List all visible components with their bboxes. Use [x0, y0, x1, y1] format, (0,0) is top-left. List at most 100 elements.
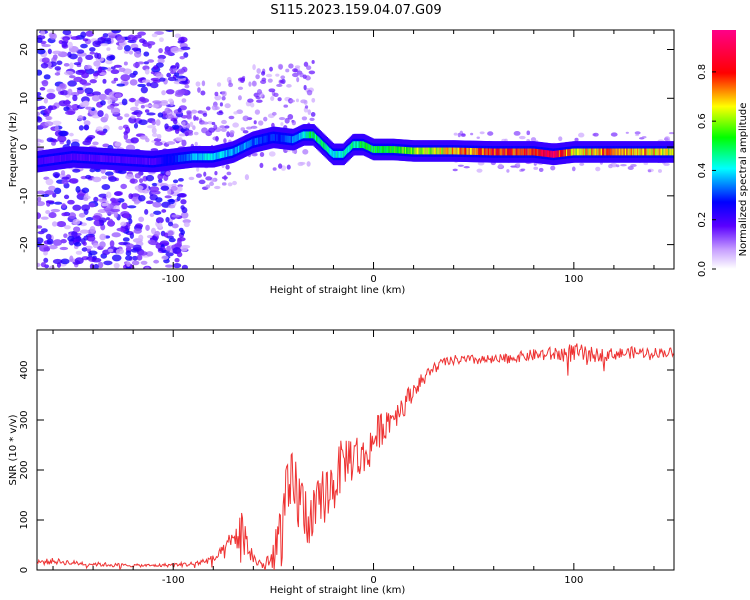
spectrogram-cell	[72, 94, 78, 102]
spectrogram-cell	[146, 112, 156, 116]
spectrogram-cell	[550, 150, 553, 158]
spectrogram-cell	[366, 143, 369, 150]
spectrogram-cell	[145, 200, 154, 205]
spectrogram-cell	[153, 259, 160, 264]
spectrogram-cell	[118, 67, 126, 73]
spectrogram-cell	[489, 148, 492, 156]
spectrogram-cell	[277, 134, 280, 142]
spectrogram-cell	[343, 149, 347, 157]
spectrogram-cell	[128, 98, 137, 103]
spectrogram-cell	[416, 147, 420, 155]
spectrogram-cell	[46, 92, 56, 100]
spectrogram-cell	[117, 45, 123, 51]
spectrogram-cell	[358, 141, 361, 149]
spectrogram-cell	[110, 155, 113, 163]
spectrogram-cell	[268, 88, 276, 93]
spectrogram-cell	[288, 135, 291, 143]
spectrogram-cell	[282, 135, 285, 142]
spectrogram-cell	[37, 92, 42, 97]
spectrogram-cell	[223, 174, 227, 181]
spectrogram-cell	[256, 89, 263, 95]
spectrogram-cell	[118, 125, 124, 131]
spectrogram-cell	[575, 148, 579, 156]
spectrogram-cell	[235, 146, 238, 154]
spectrogram-cell	[620, 148, 623, 156]
spectrogram-cell	[407, 147, 410, 154]
spectrogram-cell	[236, 146, 240, 154]
spectrogram-cell	[571, 166, 576, 172]
spectrogram-cell	[83, 197, 89, 202]
spectrogram-cell	[41, 79, 49, 87]
colorbar: 0.0 0.2 0.4 0.6 0.8 Normalized spectral ampl…	[697, 30, 749, 277]
spectrogram-cell	[456, 147, 460, 155]
spectrogram-cell	[85, 154, 88, 162]
spectrogram-cell	[520, 148, 523, 156]
spectrogram-cell	[390, 146, 393, 153]
spectrogram-cell	[476, 136, 480, 139]
spectrogram-cell	[64, 154, 68, 162]
spectrogram-cell	[168, 156, 171, 164]
spectrogram-cell	[84, 154, 87, 161]
spectrogram-cell	[413, 147, 416, 155]
spectrogram-cell	[37, 142, 41, 147]
spectrogram-cell	[574, 137, 579, 142]
spectrogram-cell	[111, 30, 121, 34]
spectrogram-cell	[257, 137, 260, 145]
spectrogram-cell	[192, 125, 196, 131]
spectrogram-cell	[344, 148, 348, 156]
spectrogram-cell	[146, 82, 152, 87]
spectrogram-cell	[97, 154, 100, 162]
y-tick-label: -10	[19, 188, 30, 204]
spectrogram-cell	[612, 148, 616, 156]
spectrogram-cell	[335, 150, 338, 158]
spectrogram-cell	[289, 135, 292, 143]
spectrogram-cell	[254, 109, 261, 115]
spectrogram-cell	[120, 183, 127, 190]
spectrogram-cell	[255, 74, 260, 80]
spectrogram-cell	[79, 153, 82, 161]
spectrogram-cell	[44, 121, 54, 127]
spectrogram-cell	[292, 68, 298, 73]
spectrogram-cell	[92, 40, 102, 48]
spectrogram-cell	[170, 185, 178, 192]
spectrogram-cell	[152, 201, 162, 208]
spectrogram-cell	[152, 79, 161, 83]
spectrogram-cell	[663, 148, 666, 156]
spectrogram-cell	[205, 176, 213, 181]
spectrogram-cell	[310, 131, 313, 139]
spectrogram-cell	[129, 79, 138, 86]
spectrogram-cell	[123, 133, 129, 140]
spectrogram-cell	[283, 104, 289, 108]
spectrogram-cell	[557, 150, 561, 158]
spectrogram-cell	[657, 169, 662, 173]
spectrogram-cell	[201, 153, 205, 161]
spectrogram-cell	[102, 78, 107, 84]
spectrogram-cell	[221, 119, 227, 125]
spectrogram-cell	[380, 146, 384, 153]
spectrogram-cell	[650, 148, 653, 156]
spectrogram-cell	[191, 153, 194, 161]
spectrogram-cell	[145, 157, 148, 165]
spectrogram-cell	[299, 161, 306, 165]
spectrogram-cell	[183, 221, 190, 228]
spectrogram-cell	[520, 168, 526, 171]
spectrogram-cell	[48, 212, 57, 219]
spectrogram-cell	[107, 98, 113, 105]
spectrogram-cell	[193, 115, 197, 122]
spectrogram-cell	[176, 251, 183, 258]
spectrogram-cell	[449, 147, 452, 155]
spectrogram-cell	[468, 147, 472, 155]
spectrogram-cell	[78, 212, 86, 218]
spectrogram-cell	[491, 148, 494, 156]
spectrogram-cell	[629, 148, 633, 156]
spectrogram-cell	[505, 148, 509, 156]
spectrogram-cell	[125, 266, 132, 269]
spectrogram-cell	[660, 148, 664, 156]
spectrogram-cell	[115, 248, 124, 255]
spectrogram-cell	[495, 148, 498, 156]
spectrogram-cell	[463, 166, 470, 169]
spectrogram-cell	[125, 250, 132, 257]
spectrogram-cell	[134, 172, 141, 179]
spectrogram-cell	[581, 148, 585, 156]
